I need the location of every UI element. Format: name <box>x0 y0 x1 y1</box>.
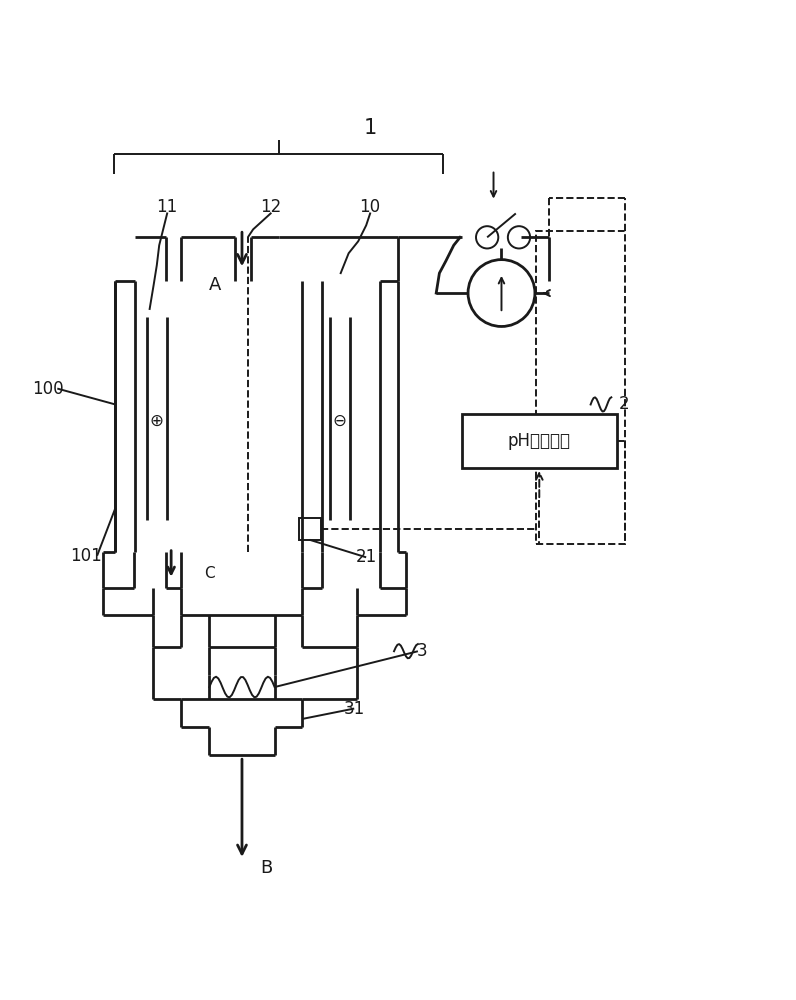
Text: 12: 12 <box>260 198 281 216</box>
Bar <box>462 414 617 468</box>
Text: 3: 3 <box>416 642 427 660</box>
Text: 101: 101 <box>70 547 102 565</box>
Text: C: C <box>204 566 215 581</box>
Text: 1: 1 <box>364 118 377 138</box>
Text: 11: 11 <box>157 198 178 216</box>
Text: pH调节机构: pH调节机构 <box>508 432 571 450</box>
Text: 21: 21 <box>356 548 377 566</box>
Text: 100: 100 <box>32 380 64 398</box>
Bar <box>298 518 321 540</box>
Text: ⊕: ⊕ <box>150 411 164 429</box>
Text: B: B <box>260 859 273 877</box>
Bar <box>536 231 625 544</box>
Text: A: A <box>209 276 221 294</box>
Text: 31: 31 <box>344 700 365 718</box>
Text: 2: 2 <box>618 395 630 413</box>
Text: 10: 10 <box>360 198 380 216</box>
Text: ⊖: ⊖ <box>333 411 347 429</box>
